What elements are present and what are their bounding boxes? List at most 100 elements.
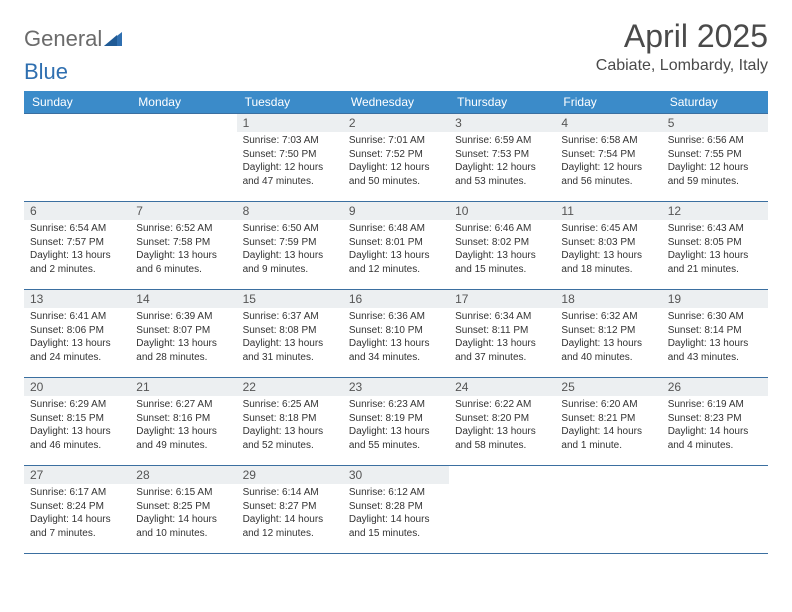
- day-details: Sunrise: 6:27 AMSunset: 8:16 PMDaylight:…: [130, 396, 236, 456]
- day-details: Sunrise: 6:58 AMSunset: 7:54 PMDaylight:…: [555, 132, 661, 192]
- calendar-cell: ..: [130, 114, 236, 202]
- day-number: 4: [555, 114, 661, 132]
- weekday-header: Wednesday: [343, 91, 449, 114]
- day-number: 19: [662, 290, 768, 308]
- day-number: 2: [343, 114, 449, 132]
- calendar-cell: 2Sunrise: 7:01 AMSunset: 7:52 PMDaylight…: [343, 114, 449, 202]
- calendar-cell: 1Sunrise: 7:03 AMSunset: 7:50 PMDaylight…: [237, 114, 343, 202]
- day-details: Sunrise: 6:19 AMSunset: 8:23 PMDaylight:…: [662, 396, 768, 456]
- day-number: 28: [130, 466, 236, 484]
- day-details: Sunrise: 6:59 AMSunset: 7:53 PMDaylight:…: [449, 132, 555, 192]
- calendar-cell: 24Sunrise: 6:22 AMSunset: 8:20 PMDayligh…: [449, 378, 555, 466]
- day-details: Sunrise: 6:54 AMSunset: 7:57 PMDaylight:…: [24, 220, 130, 280]
- day-number: 8: [237, 202, 343, 220]
- day-details: Sunrise: 7:01 AMSunset: 7:52 PMDaylight:…: [343, 132, 449, 192]
- calendar-cell: ..: [24, 114, 130, 202]
- day-details: Sunrise: 6:12 AMSunset: 8:28 PMDaylight:…: [343, 484, 449, 544]
- day-details: Sunrise: 6:39 AMSunset: 8:07 PMDaylight:…: [130, 308, 236, 368]
- day-number: 23: [343, 378, 449, 396]
- day-number: 9: [343, 202, 449, 220]
- month-title: April 2025: [596, 18, 768, 55]
- calendar-cell: 7Sunrise: 6:52 AMSunset: 7:58 PMDaylight…: [130, 202, 236, 290]
- calendar-row: 27Sunrise: 6:17 AMSunset: 8:24 PMDayligh…: [24, 466, 768, 554]
- calendar-cell: ..: [662, 466, 768, 554]
- calendar-cell: 10Sunrise: 6:46 AMSunset: 8:02 PMDayligh…: [449, 202, 555, 290]
- calendar-cell: ..: [449, 466, 555, 554]
- day-number: 11: [555, 202, 661, 220]
- day-details: Sunrise: 6:15 AMSunset: 8:25 PMDaylight:…: [130, 484, 236, 544]
- day-details: Sunrise: 6:14 AMSunset: 8:27 PMDaylight:…: [237, 484, 343, 544]
- calendar-cell: 4Sunrise: 6:58 AMSunset: 7:54 PMDaylight…: [555, 114, 661, 202]
- day-details: Sunrise: 6:22 AMSunset: 8:20 PMDaylight:…: [449, 396, 555, 456]
- calendar-cell: 29Sunrise: 6:14 AMSunset: 8:27 PMDayligh…: [237, 466, 343, 554]
- day-details: Sunrise: 6:17 AMSunset: 8:24 PMDaylight:…: [24, 484, 130, 544]
- day-number: 25: [555, 378, 661, 396]
- calendar-cell: 28Sunrise: 6:15 AMSunset: 8:25 PMDayligh…: [130, 466, 236, 554]
- weekday-header: Friday: [555, 91, 661, 114]
- calendar-cell: 13Sunrise: 6:41 AMSunset: 8:06 PMDayligh…: [24, 290, 130, 378]
- calendar-cell: 23Sunrise: 6:23 AMSunset: 8:19 PMDayligh…: [343, 378, 449, 466]
- day-number: 16: [343, 290, 449, 308]
- day-details: Sunrise: 6:32 AMSunset: 8:12 PMDaylight:…: [555, 308, 661, 368]
- day-number: 3: [449, 114, 555, 132]
- calendar-row: ....1Sunrise: 7:03 AMSunset: 7:50 PMDayl…: [24, 114, 768, 202]
- calendar-cell: 26Sunrise: 6:19 AMSunset: 8:23 PMDayligh…: [662, 378, 768, 466]
- calendar-cell: 20Sunrise: 6:29 AMSunset: 8:15 PMDayligh…: [24, 378, 130, 466]
- day-number: 29: [237, 466, 343, 484]
- calendar-cell: 25Sunrise: 6:20 AMSunset: 8:21 PMDayligh…: [555, 378, 661, 466]
- logo-text-1: General: [24, 26, 102, 52]
- calendar-cell: 22Sunrise: 6:25 AMSunset: 8:18 PMDayligh…: [237, 378, 343, 466]
- day-number: 12: [662, 202, 768, 220]
- calendar-row: 20Sunrise: 6:29 AMSunset: 8:15 PMDayligh…: [24, 378, 768, 466]
- logo-triangle-icon: [104, 26, 122, 52]
- calendar-cell: 16Sunrise: 6:36 AMSunset: 8:10 PMDayligh…: [343, 290, 449, 378]
- day-details: Sunrise: 6:43 AMSunset: 8:05 PMDaylight:…: [662, 220, 768, 280]
- calendar-row: 13Sunrise: 6:41 AMSunset: 8:06 PMDayligh…: [24, 290, 768, 378]
- calendar-cell: 19Sunrise: 6:30 AMSunset: 8:14 PMDayligh…: [662, 290, 768, 378]
- logo-text-2: Blue: [24, 59, 68, 85]
- day-number: 7: [130, 202, 236, 220]
- calendar-cell: 21Sunrise: 6:27 AMSunset: 8:16 PMDayligh…: [130, 378, 236, 466]
- day-details: Sunrise: 6:46 AMSunset: 8:02 PMDaylight:…: [449, 220, 555, 280]
- day-number: 24: [449, 378, 555, 396]
- day-details: Sunrise: 6:41 AMSunset: 8:06 PMDaylight:…: [24, 308, 130, 368]
- calendar-cell: 18Sunrise: 6:32 AMSunset: 8:12 PMDayligh…: [555, 290, 661, 378]
- day-details: Sunrise: 6:20 AMSunset: 8:21 PMDaylight:…: [555, 396, 661, 456]
- day-details: Sunrise: 6:30 AMSunset: 8:14 PMDaylight:…: [662, 308, 768, 368]
- day-number: 22: [237, 378, 343, 396]
- day-number: 6: [24, 202, 130, 220]
- calendar-row: 6Sunrise: 6:54 AMSunset: 7:57 PMDaylight…: [24, 202, 768, 290]
- day-number: 27: [24, 466, 130, 484]
- weekday-header: Tuesday: [237, 91, 343, 114]
- day-number: 10: [449, 202, 555, 220]
- weekday-header: Saturday: [662, 91, 768, 114]
- weekday-header-row: SundayMondayTuesdayWednesdayThursdayFrid…: [24, 91, 768, 114]
- weekday-header: Sunday: [24, 91, 130, 114]
- calendar-cell: 12Sunrise: 6:43 AMSunset: 8:05 PMDayligh…: [662, 202, 768, 290]
- calendar-cell: 15Sunrise: 6:37 AMSunset: 8:08 PMDayligh…: [237, 290, 343, 378]
- day-details: Sunrise: 7:03 AMSunset: 7:50 PMDaylight:…: [237, 132, 343, 192]
- day-number: 5: [662, 114, 768, 132]
- day-details: Sunrise: 6:29 AMSunset: 8:15 PMDaylight:…: [24, 396, 130, 456]
- calendar-cell: 8Sunrise: 6:50 AMSunset: 7:59 PMDaylight…: [237, 202, 343, 290]
- day-number: 1: [237, 114, 343, 132]
- day-details: Sunrise: 6:56 AMSunset: 7:55 PMDaylight:…: [662, 132, 768, 192]
- calendar-cell: 30Sunrise: 6:12 AMSunset: 8:28 PMDayligh…: [343, 466, 449, 554]
- day-number: 20: [24, 378, 130, 396]
- day-details: Sunrise: 6:25 AMSunset: 8:18 PMDaylight:…: [237, 396, 343, 456]
- calendar-cell: 6Sunrise: 6:54 AMSunset: 7:57 PMDaylight…: [24, 202, 130, 290]
- day-details: Sunrise: 6:50 AMSunset: 7:59 PMDaylight:…: [237, 220, 343, 280]
- day-details: Sunrise: 6:52 AMSunset: 7:58 PMDaylight:…: [130, 220, 236, 280]
- day-details: Sunrise: 6:37 AMSunset: 8:08 PMDaylight:…: [237, 308, 343, 368]
- day-details: Sunrise: 6:23 AMSunset: 8:19 PMDaylight:…: [343, 396, 449, 456]
- day-number: 30: [343, 466, 449, 484]
- day-number: 17: [449, 290, 555, 308]
- day-details: Sunrise: 6:34 AMSunset: 8:11 PMDaylight:…: [449, 308, 555, 368]
- day-details: Sunrise: 6:48 AMSunset: 8:01 PMDaylight:…: [343, 220, 449, 280]
- weekday-header: Thursday: [449, 91, 555, 114]
- day-number: 26: [662, 378, 768, 396]
- calendar-cell: 27Sunrise: 6:17 AMSunset: 8:24 PMDayligh…: [24, 466, 130, 554]
- day-number: 14: [130, 290, 236, 308]
- calendar-cell: ..: [555, 466, 661, 554]
- location: Cabiate, Lombardy, Italy: [596, 57, 768, 75]
